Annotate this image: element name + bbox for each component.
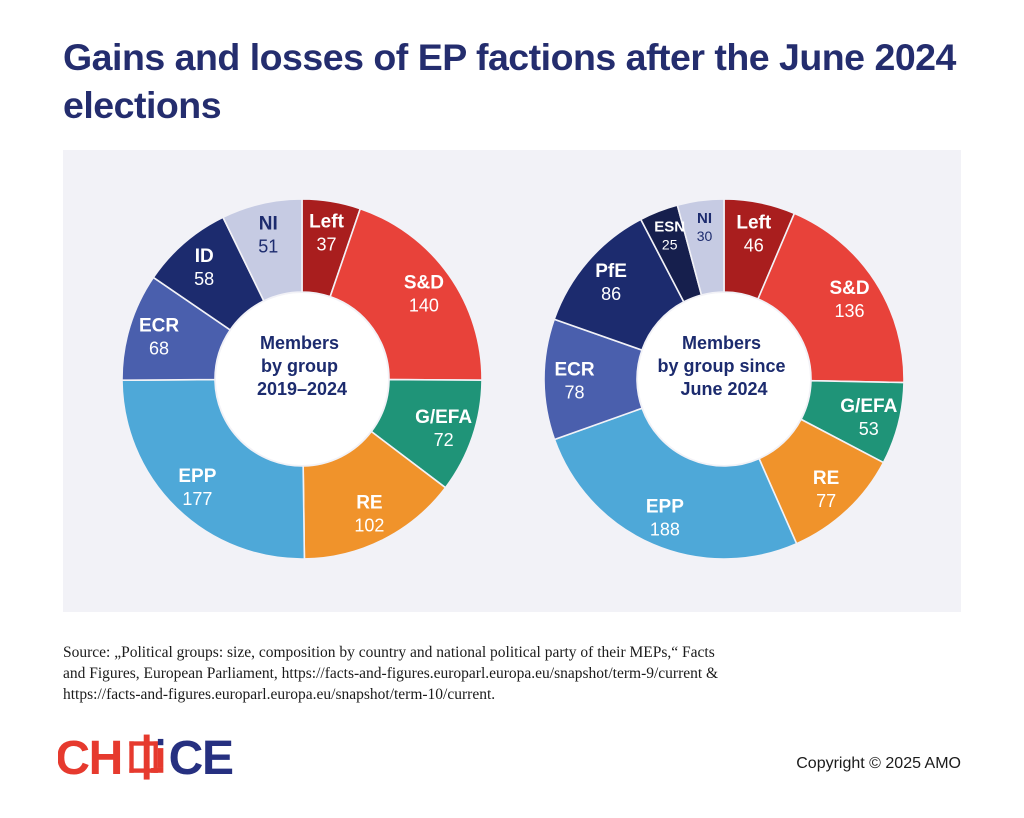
svg-text:68: 68 (149, 338, 169, 358)
svg-text:CE: CE (169, 732, 233, 785)
svg-text:86: 86 (601, 284, 621, 304)
svg-text:ECR: ECR (139, 315, 179, 336)
svg-text:72: 72 (434, 430, 454, 450)
svg-text:S&D: S&D (404, 273, 444, 294)
svg-text:78: 78 (564, 382, 584, 402)
svg-text:Left: Left (736, 213, 772, 234)
svg-text:EPP: EPP (646, 496, 684, 517)
svg-text:102: 102 (354, 515, 384, 535)
svg-text:RE: RE (356, 492, 382, 513)
svg-text:ID: ID (195, 246, 214, 267)
svg-text:46: 46 (744, 236, 764, 256)
svg-text:58: 58 (194, 269, 214, 289)
svg-text:CH: CH (58, 732, 122, 785)
svg-text:Left: Left (309, 212, 345, 233)
svg-text:EPP: EPP (178, 466, 216, 487)
svg-text:53: 53 (859, 419, 879, 439)
svg-text:188: 188 (650, 519, 680, 539)
svg-text:G/EFA: G/EFA (415, 407, 472, 428)
svg-text:ESN: ESN (654, 219, 685, 236)
svg-text:30: 30 (697, 228, 713, 244)
svg-text:RE: RE (813, 468, 839, 489)
svg-text:NI: NI (259, 213, 278, 234)
svg-text:Members by group 2019–2024: Members by group 2019–2024 (257, 333, 347, 399)
svg-text:PfE: PfE (595, 261, 627, 282)
svg-text:140: 140 (409, 296, 439, 316)
svg-text:177: 177 (182, 489, 212, 509)
svg-text:51: 51 (258, 236, 278, 256)
svg-text:S&D: S&D (829, 278, 869, 299)
svg-text:G/EFA: G/EFA (840, 396, 897, 417)
svg-text:77: 77 (816, 491, 836, 511)
svg-text:25: 25 (662, 237, 678, 253)
svg-text:136: 136 (834, 301, 864, 321)
svg-text:NI: NI (697, 210, 712, 227)
svg-text:37: 37 (316, 235, 336, 255)
svg-text:ECR: ECR (554, 359, 594, 380)
